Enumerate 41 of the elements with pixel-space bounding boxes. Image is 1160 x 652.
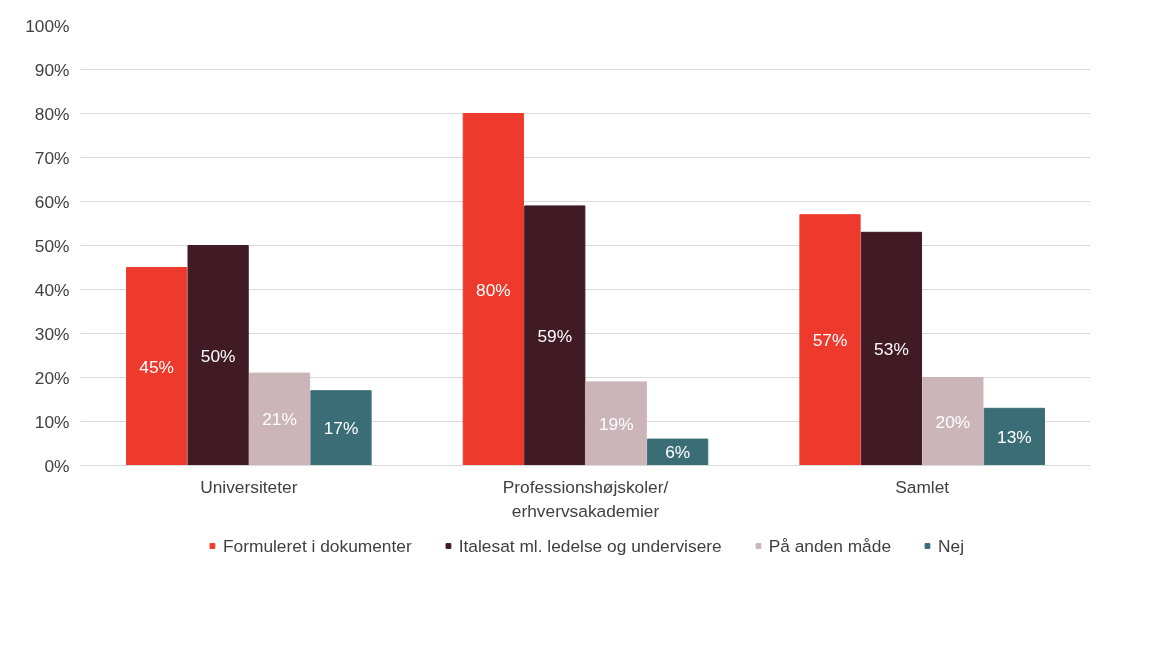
data-label: 50% bbox=[200, 345, 236, 366]
y-tick-label: 90% bbox=[34, 59, 70, 80]
x-tick-label: Samlet bbox=[895, 476, 950, 497]
y-tick-label: 100% bbox=[25, 15, 70, 36]
y-tick-label: 50% bbox=[34, 235, 70, 256]
x-tick-label: Professionshøjskoler/ erhvervsakademier bbox=[502, 476, 669, 521]
x-tick-label: Universiteter bbox=[200, 476, 298, 497]
y-tick-label: 80% bbox=[34, 103, 70, 124]
data-label: 59% bbox=[537, 325, 573, 346]
data-label: 6% bbox=[665, 442, 691, 463]
bar bbox=[310, 390, 372, 466]
data-label: 45% bbox=[139, 356, 175, 377]
bar bbox=[248, 372, 311, 466]
data-label: 80% bbox=[476, 279, 511, 300]
data-label: 53% bbox=[874, 338, 909, 359]
bar bbox=[187, 245, 249, 466]
y-tick-label: 70% bbox=[34, 147, 70, 168]
legend-label: Italesat ml. ledelse og undervisere bbox=[458, 535, 722, 556]
bar bbox=[922, 377, 984, 466]
y-tick-label: 0% bbox=[44, 455, 70, 476]
y-tick-label: 60% bbox=[34, 191, 70, 212]
legend-label: Nej bbox=[938, 535, 965, 556]
y-tick-label: 20% bbox=[34, 367, 70, 388]
data-label: 17% bbox=[323, 418, 359, 439]
bar bbox=[462, 113, 524, 466]
bar bbox=[524, 205, 586, 466]
y-tick-label: 10% bbox=[34, 411, 70, 432]
legend-label: Formuleret i dokumenter bbox=[222, 535, 412, 556]
bar bbox=[585, 381, 647, 466]
y-tick-label: 40% bbox=[34, 279, 70, 300]
data-label: 57% bbox=[812, 330, 848, 351]
bar bbox=[983, 407, 1045, 466]
legend-label: På anden måde bbox=[768, 535, 892, 556]
y-tick-label: 30% bbox=[34, 323, 70, 344]
data-label: 21% bbox=[262, 409, 297, 430]
bar bbox=[860, 231, 923, 466]
data-label: 19% bbox=[598, 413, 634, 434]
bar bbox=[799, 214, 861, 466]
data-label: 20% bbox=[935, 411, 971, 432]
data-label: 13% bbox=[996, 426, 1032, 447]
bar bbox=[126, 267, 188, 466]
